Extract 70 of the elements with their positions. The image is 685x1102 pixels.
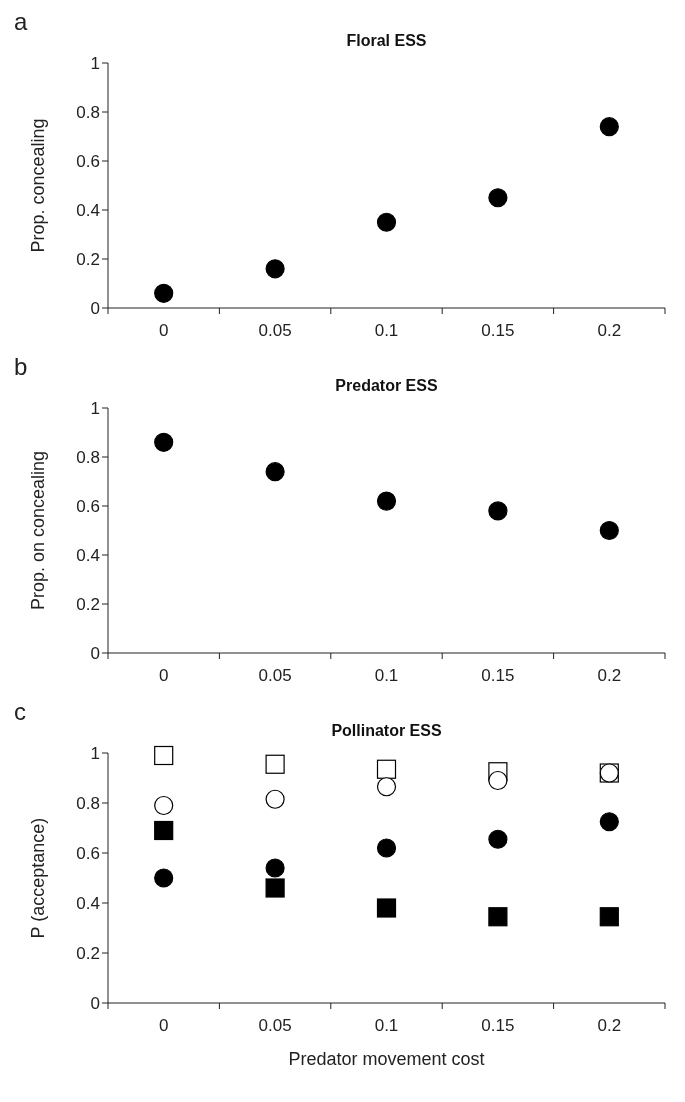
point <box>376 898 397 918</box>
point <box>265 878 285 898</box>
y-tick-label: 0 <box>90 299 100 319</box>
x-tick-label: 0 <box>158 321 169 340</box>
point <box>265 462 285 482</box>
point <box>265 754 285 774</box>
x-tick-label: 0.15 <box>481 321 515 340</box>
point <box>488 829 508 849</box>
chart-title: Floral ESS <box>345 32 428 50</box>
point <box>154 283 174 303</box>
y-tick-label: 0.6 <box>76 152 100 172</box>
chart-title: Predator ESS <box>334 377 439 395</box>
point <box>488 907 508 927</box>
y-tick-label: 0.4 <box>76 894 100 914</box>
point <box>265 259 285 279</box>
x-tick-label: 0.05 <box>258 1016 292 1035</box>
y-tick-label: 0.4 <box>76 201 100 221</box>
point <box>488 770 508 791</box>
x-axis-title: Predator movement cost <box>287 1049 486 1070</box>
x-tick-label: 0.2 <box>597 321 622 340</box>
y-tick-label: 0.4 <box>76 546 100 566</box>
x-tick-label: 0.1 <box>374 321 399 340</box>
y-tick-label: 0.2 <box>76 595 100 615</box>
y-tick-label: 0 <box>90 994 100 1014</box>
point <box>154 432 174 452</box>
x-tick-label: 0.05 <box>258 666 292 685</box>
point <box>154 795 174 816</box>
y-tick-label: 0.6 <box>76 844 100 864</box>
point <box>154 868 174 888</box>
text: a <box>14 8 28 36</box>
y-tick-label: 0.6 <box>76 497 100 517</box>
point <box>599 117 619 137</box>
point <box>376 759 397 779</box>
text: b <box>14 353 28 381</box>
point <box>265 789 285 809</box>
y-tick-label: 0.2 <box>76 250 100 270</box>
point <box>154 820 174 841</box>
x-tick-label: 0.1 <box>374 1016 399 1035</box>
point <box>376 838 397 858</box>
point <box>488 188 508 208</box>
point <box>376 777 397 797</box>
y-axis-title: P (acceptance) <box>28 817 49 939</box>
point <box>599 812 619 832</box>
x-tick-label: 0.1 <box>374 666 399 685</box>
y-tick-label: 1 <box>90 399 100 419</box>
text: c <box>14 698 26 726</box>
point <box>265 858 285 878</box>
y-tick-label: 1 <box>90 54 100 74</box>
x-tick-label: 0 <box>158 1016 169 1035</box>
y-tick-label: 0.8 <box>76 103 100 123</box>
y-tick-label: 0.8 <box>76 794 100 814</box>
point <box>488 501 508 521</box>
point <box>154 745 174 766</box>
y-tick-label: 0 <box>90 644 100 664</box>
x-tick-label: 0.15 <box>481 666 515 685</box>
point <box>599 907 619 927</box>
y-tick-label: 1 <box>90 744 100 764</box>
y-axis-title: Prop. on concealing <box>28 450 49 611</box>
x-tick-label: 0 <box>158 666 169 685</box>
point <box>599 520 619 541</box>
y-tick-label: 0.8 <box>76 448 100 468</box>
point <box>376 491 397 511</box>
y-tick-label: 0.2 <box>76 944 100 964</box>
x-tick-label: 0.2 <box>597 666 622 685</box>
x-tick-label: 0.05 <box>258 321 292 340</box>
y-axis-title: Prop. concealing <box>28 118 49 253</box>
x-tick-label: 0.15 <box>481 1016 515 1035</box>
point <box>376 212 397 232</box>
x-tick-label: 0.2 <box>597 1016 622 1035</box>
chart-title: Pollinator ESS <box>330 722 443 740</box>
